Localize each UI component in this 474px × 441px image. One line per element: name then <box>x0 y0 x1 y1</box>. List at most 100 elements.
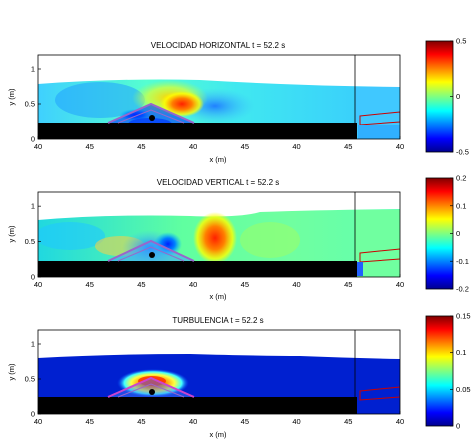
x-tick-label: 40 <box>34 142 42 151</box>
flow-region <box>55 82 145 118</box>
axes-frame <box>37 191 401 278</box>
sensor-point <box>149 389 155 395</box>
colorbar <box>425 315 454 427</box>
bed <box>355 261 357 277</box>
sensor-point <box>149 252 155 258</box>
y-axis: 00.51 <box>25 340 41 419</box>
colorbar-ticks: 0.5 0 -0.5 <box>450 37 469 157</box>
sensor-point <box>149 115 155 121</box>
x-axis: 40 45 45 40 45 40 45 40 <box>34 274 404 289</box>
structure-outline <box>117 383 185 398</box>
colorbar-tick-label: 0.1 <box>456 201 466 210</box>
x-tick-label: 45 <box>137 142 145 151</box>
panel-title: VELOCIDAD VERTICAL t = 52.2 s <box>157 178 280 187</box>
x-tick-label: 45 <box>344 280 352 289</box>
y-axis-label: y (m) <box>7 225 16 243</box>
x-tick-label: 45 <box>241 417 249 426</box>
y-axis-label: y (m) <box>7 88 16 106</box>
colorbar <box>425 177 454 290</box>
colorbar-tick-label: 0.5 <box>456 37 466 46</box>
x-tick-label: 45 <box>137 280 145 289</box>
x-tick-label: 40 <box>34 280 42 289</box>
inset-field <box>357 262 363 276</box>
bed <box>38 261 355 277</box>
x-tick-label: 45 <box>344 417 352 426</box>
structure-outline <box>107 102 195 124</box>
y-tick-label: 0 <box>31 135 35 144</box>
axes-frame <box>37 54 401 140</box>
plot-area <box>38 354 400 414</box>
x-tick-label: 45 <box>241 142 249 151</box>
panel-turbulence: TURBULENCIA t = 52.2 s 00.51 40 45 45 40 45 4… <box>7 312 471 440</box>
x-tick-label: 45 <box>344 142 352 151</box>
y-tick-label: 1 <box>31 340 35 349</box>
x-tick-label: 45 <box>241 280 249 289</box>
x-tick-label: 45 <box>86 280 94 289</box>
y-tick-label: 1 <box>31 65 35 74</box>
colorbar-tick-label: 0.05 <box>456 385 471 394</box>
x-tick-label: 40 <box>34 417 42 426</box>
colorbar-tick-label: -0.5 <box>456 148 469 157</box>
x-tick-label: 40 <box>292 142 300 151</box>
x-tick-label: 45 <box>86 417 94 426</box>
x-tick-label: 40 <box>189 142 197 151</box>
y-axis: 00.51 <box>25 65 41 144</box>
y-tick-label: 0.5 <box>25 100 35 109</box>
x-tick-label: 40 <box>396 417 404 426</box>
bed <box>355 123 357 139</box>
x-tick-label: 40 <box>292 417 300 426</box>
structure-outline <box>117 109 185 124</box>
flow-region <box>38 222 105 250</box>
bed <box>38 397 355 414</box>
inset-field <box>358 125 400 139</box>
colorbar-tick-label: 0.1 <box>456 348 466 357</box>
structure-outline <box>107 376 195 398</box>
x-tick-label: 40 <box>396 142 404 151</box>
structure-outline <box>107 239 195 262</box>
plot-area <box>38 79 400 139</box>
colorbar-tick-label: -0.2 <box>456 285 469 294</box>
x-tick-label: 45 <box>137 417 145 426</box>
flow-region <box>240 222 300 258</box>
colorbar-ticks: 0.2 0.1 0 -0.1 -0.2 <box>450 174 469 294</box>
x-axis-label: x (m) <box>209 430 227 439</box>
colorbar-tick-label: 0.15 <box>456 312 471 321</box>
flow-region <box>138 376 166 386</box>
colorbar <box>425 40 454 153</box>
colorbar-tick-label: 0.2 <box>456 174 466 183</box>
bed <box>355 397 357 414</box>
colorbar-tick-label: 0 <box>456 229 460 238</box>
plot-area <box>38 209 400 277</box>
x-axis: 40 45 45 40 45 40 45 40 <box>34 136 404 151</box>
inset-field <box>355 359 400 414</box>
inset-outline <box>359 111 400 126</box>
colorbar-tick-label: 0 <box>456 422 460 431</box>
y-axis-label: y (m) <box>7 363 16 381</box>
inset-outline <box>359 248 400 263</box>
panel-title: VELOCIDAD HORIZONTAL t = 52.2 s <box>151 41 285 50</box>
x-axis-label: x (m) <box>209 155 227 164</box>
x-tick-label: 40 <box>292 280 300 289</box>
colorbar-tick-label: -0.1 <box>456 257 469 266</box>
x-tick-label: 40 <box>396 280 404 289</box>
panel-title: TURBULENCIA t = 52.2 s <box>172 316 263 325</box>
bed <box>38 123 355 139</box>
x-tick-label: 40 <box>189 280 197 289</box>
structure-outline <box>117 246 185 262</box>
inset-outline <box>359 386 400 401</box>
panel-horizontal-velocity: VELOCIDAD HORIZONTAL t = 52.2 s 00.51 40… <box>7 37 469 165</box>
y-tick-label: 0 <box>31 273 35 282</box>
y-tick-label: 0.5 <box>25 375 35 384</box>
x-tick-label: 40 <box>189 417 197 426</box>
x-axis-label: x (m) <box>209 292 227 301</box>
x-axis: 40 45 45 40 45 40 45 40 <box>34 411 404 426</box>
colorbar-ticks: 0.15 0.1 0.05 0 <box>450 312 471 431</box>
flow-region <box>193 212 237 264</box>
flow-region <box>160 91 204 117</box>
axes-frame <box>37 329 401 415</box>
y-axis: 00.51 <box>25 202 41 282</box>
x-tick-label: 45 <box>86 142 94 151</box>
y-tick-label: 1 <box>31 202 35 211</box>
panel-vertical-velocity: VELOCIDAD VERTICAL t = 52.2 s 00.51 40 45… <box>7 174 469 302</box>
